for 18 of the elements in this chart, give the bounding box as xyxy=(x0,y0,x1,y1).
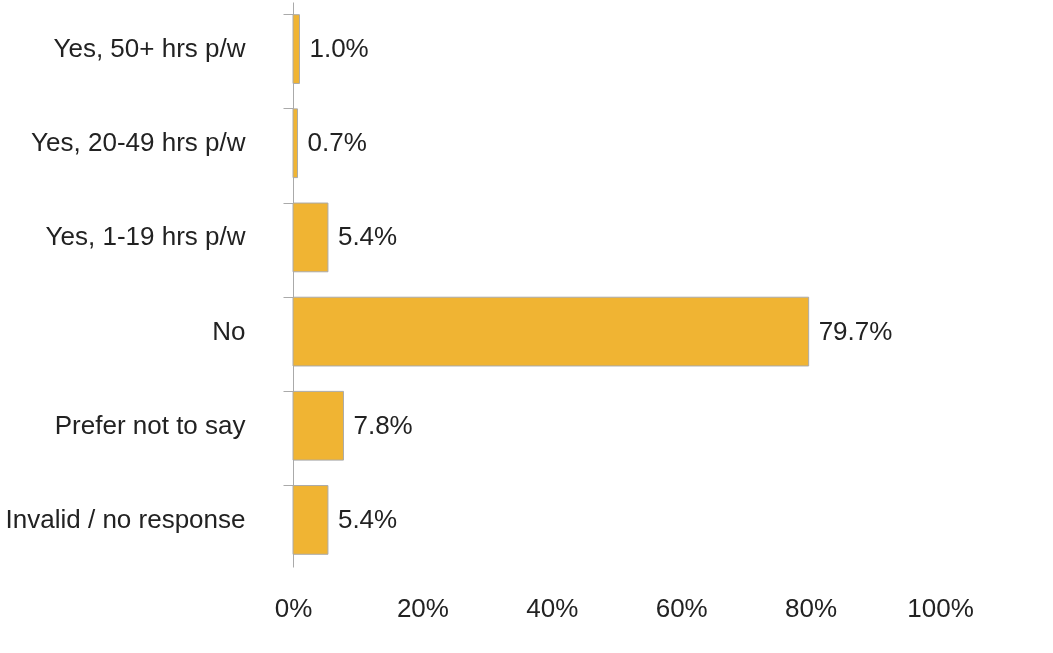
x-tick-label: 100% xyxy=(907,592,974,623)
x-tick-label: 0% xyxy=(274,592,313,623)
x-tick-label: 80% xyxy=(785,592,838,623)
data-label: 5.4% xyxy=(337,221,398,252)
y-tick-label: No xyxy=(212,315,246,346)
y-tick-label: Prefer not to say xyxy=(54,409,246,440)
data-label: 5.4% xyxy=(337,503,398,534)
y-tick-label: Yes, 50+ hrs p/w xyxy=(53,33,246,64)
data-label: 0.7% xyxy=(307,127,367,158)
x-tick-label: 40% xyxy=(526,592,579,623)
y-tick-label: Yes, 1-19 hrs p/w xyxy=(45,221,246,252)
data-label: 79.7% xyxy=(818,315,893,346)
x-tick-label: 60% xyxy=(655,592,708,623)
data-label: 7.8% xyxy=(353,409,413,440)
y-tick-label: Yes, 20-49 hrs p/w xyxy=(31,127,246,158)
data-label: 1.0% xyxy=(309,33,369,64)
x-tick-label: 20% xyxy=(396,592,449,623)
y-tick-label: Invalid / no response xyxy=(5,503,246,534)
